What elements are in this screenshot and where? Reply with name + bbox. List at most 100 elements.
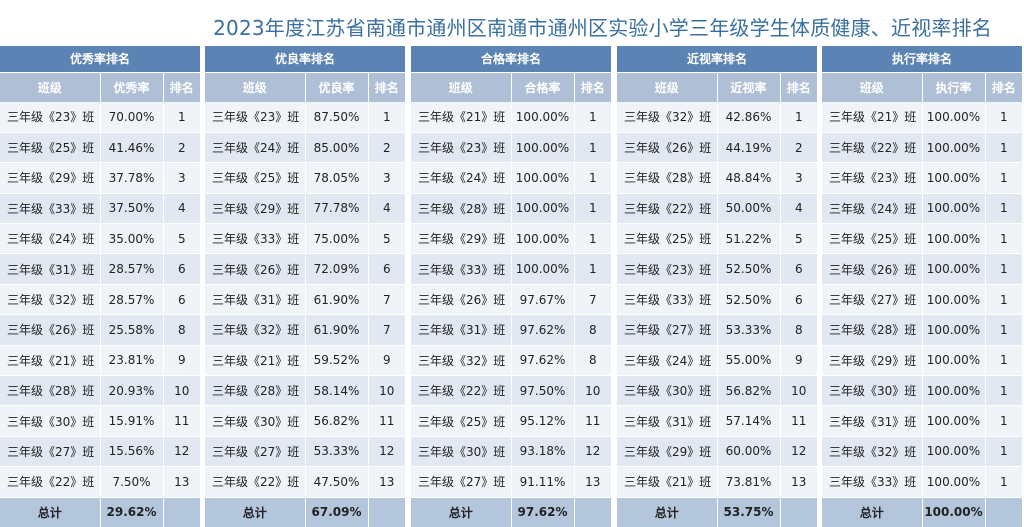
class-cell: 三年级《30》班 [411, 436, 512, 468]
rank-cell: 9 [368, 345, 406, 377]
value-cell: 100.00% [922, 405, 986, 437]
total-value: 100.00% [922, 497, 986, 527]
value-cell: 97.62% [511, 314, 575, 346]
class-cell: 三年级《21》班 [205, 345, 306, 377]
value-cell: 100.00% [511, 223, 575, 255]
rank-cell: 1 [985, 345, 1023, 377]
rank-cell: 12 [368, 436, 406, 468]
class-cell: 三年级《31》班 [205, 284, 306, 316]
table-row: 三年级《24》班 85.00% 2 [205, 132, 406, 164]
class-cell: 三年级《29》班 [0, 162, 101, 194]
class-cell: 三年级《25》班 [822, 223, 923, 255]
rank-cell: 11 [574, 405, 612, 437]
value-cell: 35.00% [100, 223, 164, 255]
class-cell: 三年级《27》班 [411, 466, 512, 498]
value-cell: 37.78% [100, 162, 164, 194]
table-row: 三年级《29》班 77.78% 4 [205, 193, 406, 225]
rank-cell: 1 [985, 253, 1023, 285]
rank-cell: 1 [574, 193, 612, 225]
rank-cell: 8 [780, 314, 818, 346]
column-header-rank: 排名 [780, 72, 818, 102]
ranking-panel: 优秀率排名 班级 优秀率 排名 三年级《23》班 70.00% 1 三年级《25》班 41.46… [0, 46, 201, 527]
rank-cell: 10 [574, 375, 612, 407]
class-cell: 三年级《21》班 [822, 102, 923, 133]
value-cell: 20.93% [100, 375, 164, 407]
ranking-panel: 近视率排名 班级 近视率 排名 三年级《32》班 42.86% 1 三年级《26》班 44.19… [617, 46, 818, 527]
class-cell: 三年级《31》班 [0, 253, 101, 285]
table-row: 三年级《21》班 73.81% 13 [617, 466, 818, 498]
value-cell: 75.00% [305, 223, 369, 255]
table-row: 三年级《29》班 100.00% 1 [822, 345, 1023, 377]
value-cell: 72.09% [305, 253, 369, 285]
panel-header: 优秀率排名 [0, 46, 201, 73]
value-cell: 58.14% [305, 375, 369, 407]
rank-cell: 12 [163, 436, 201, 468]
value-cell: 70.00% [100, 102, 164, 133]
rank-cell: 8 [163, 314, 201, 346]
table-row: 三年级《24》班 35.00% 5 [0, 223, 201, 255]
class-cell: 三年级《21》班 [617, 466, 718, 498]
table-row: 三年级《26》班 72.09% 6 [205, 253, 406, 285]
class-cell: 三年级《26》班 [822, 253, 923, 285]
class-cell: 三年级《22》班 [411, 375, 512, 407]
table-row: 三年级《30》班 56.82% 10 [617, 375, 818, 407]
value-cell: 28.57% [100, 284, 164, 316]
rank-cell: 7 [368, 284, 406, 316]
class-cell: 三年级《23》班 [822, 162, 923, 194]
table-row: 三年级《22》班 97.50% 10 [411, 375, 612, 407]
class-cell: 三年级《28》班 [205, 375, 306, 407]
total-label: 总计 [411, 497, 512, 527]
table-row: 三年级《26》班 100.00% 1 [822, 253, 1023, 285]
total-row: 总计 67.09% [205, 497, 406, 527]
rank-cell: 12 [574, 436, 612, 468]
table-row: 三年级《23》班 100.00% 1 [411, 132, 612, 164]
value-cell: 100.00% [922, 162, 986, 194]
value-cell: 100.00% [922, 375, 986, 407]
column-header-rank: 排名 [985, 72, 1023, 102]
value-cell: 47.50% [305, 466, 369, 498]
ranking-panel: 执行率排名 班级 执行率 排名 三年级《21》班 100.00% 1 三年级《22》班 100.… [822, 46, 1023, 527]
value-cell: 61.90% [305, 284, 369, 316]
value-cell: 25.58% [100, 314, 164, 346]
rank-cell: 1 [985, 102, 1023, 133]
class-cell: 三年级《31》班 [617, 405, 718, 437]
column-header-class: 班级 [411, 72, 512, 102]
table-row: 三年级《27》班 100.00% 1 [822, 284, 1023, 316]
column-header-class: 班级 [617, 72, 718, 102]
value-cell: 100.00% [922, 223, 986, 255]
class-cell: 三年级《23》班 [411, 132, 512, 164]
value-cell: 60.00% [717, 436, 781, 468]
class-cell: 三年级《30》班 [617, 375, 718, 407]
class-cell: 三年级《22》班 [205, 466, 306, 498]
table-row: 三年级《21》班 23.81% 9 [0, 345, 201, 377]
class-cell: 三年级《32》班 [0, 284, 101, 316]
table-row: 三年级《33》班 37.50% 4 [0, 193, 201, 225]
value-cell: 28.57% [100, 253, 164, 285]
table-row: 三年级《33》班 52.50% 6 [617, 284, 818, 316]
table-row: 三年级《25》班 95.12% 11 [411, 405, 612, 437]
value-cell: 50.00% [717, 193, 781, 225]
rank-cell: 1 [574, 162, 612, 194]
column-header-value: 近视率 [717, 72, 781, 102]
class-cell: 三年级《29》班 [617, 436, 718, 468]
rank-cell: 5 [780, 223, 818, 255]
total-value: 97.62% [511, 497, 575, 527]
table-row: 三年级《27》班 53.33% 8 [617, 314, 818, 346]
rank-cell: 2 [368, 132, 406, 164]
rank-cell: 1 [574, 132, 612, 164]
class-cell: 三年级《23》班 [0, 102, 101, 133]
table-row: 三年级《25》班 41.46% 2 [0, 132, 201, 164]
class-cell: 三年级《23》班 [617, 253, 718, 285]
value-cell: 100.00% [922, 436, 986, 468]
table-row: 三年级《33》班 100.00% 1 [822, 466, 1023, 498]
value-cell: 77.78% [305, 193, 369, 225]
value-cell: 100.00% [922, 253, 986, 285]
class-cell: 三年级《29》班 [822, 345, 923, 377]
total-rank-empty [985, 497, 1023, 527]
table-row: 三年级《28》班 100.00% 1 [411, 193, 612, 225]
rank-cell: 1 [574, 223, 612, 255]
table-row: 三年级《21》班 100.00% 1 [822, 102, 1023, 133]
rank-cell: 1 [574, 253, 612, 285]
table-row: 三年级《32》班 100.00% 1 [822, 436, 1023, 468]
value-cell: 100.00% [511, 132, 575, 164]
